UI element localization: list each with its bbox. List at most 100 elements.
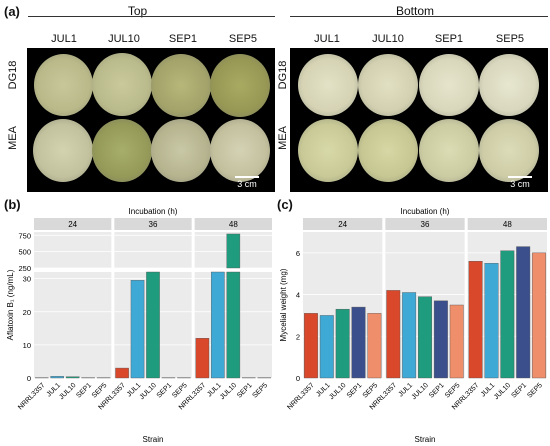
bar bbox=[146, 271, 160, 379]
bar bbox=[386, 290, 401, 379]
facet-strip bbox=[467, 218, 547, 230]
panel-a-label: (a) bbox=[4, 4, 20, 19]
bar bbox=[115, 367, 129, 379]
culture-dish bbox=[151, 119, 211, 182]
y-tick-label: 20 bbox=[23, 308, 31, 317]
bar bbox=[449, 304, 464, 379]
culture-dish bbox=[358, 54, 418, 116]
aflatoxin-chart: Incubation (h) 24 36 48 0 10 20 30 250 500 750 Afla… bbox=[6, 207, 272, 444]
row-label-top: DG18 bbox=[7, 60, 19, 90]
row-label-bottom: DG18 bbox=[277, 60, 289, 90]
x-tick-label: SEP1 bbox=[510, 382, 528, 400]
top-view-photo: 3 cm bbox=[27, 48, 275, 192]
culture-dish bbox=[151, 54, 211, 117]
facet-strip bbox=[194, 218, 272, 230]
facet-label: 24 bbox=[68, 220, 77, 229]
facet-strip bbox=[385, 218, 465, 230]
bar bbox=[65, 376, 80, 379]
bar bbox=[195, 338, 210, 379]
y-tick-label: 10 bbox=[23, 341, 31, 350]
facet-label: 48 bbox=[503, 220, 512, 229]
bar bbox=[226, 271, 241, 379]
bar bbox=[402, 292, 417, 379]
x-tick-label: SEP1 bbox=[346, 382, 364, 400]
y-tick-label: 250 bbox=[18, 264, 31, 273]
x-tick-label: SEP5 bbox=[252, 382, 270, 400]
col-label-bottom: JUL10 bbox=[372, 33, 404, 45]
y-tick-label: 30 bbox=[23, 275, 31, 284]
facet-strip bbox=[34, 218, 112, 230]
culture-dish bbox=[210, 119, 270, 182]
bar bbox=[433, 300, 448, 379]
x-tick-label: NRRL3357 bbox=[286, 382, 316, 412]
col-label-bottom: JUL1 bbox=[314, 33, 340, 45]
culture-dish bbox=[92, 53, 152, 116]
x-tick-label: SEP5 bbox=[362, 382, 380, 400]
x-tick-label: SEP5 bbox=[444, 382, 462, 400]
bar bbox=[303, 313, 318, 379]
scale-bar: 3 cm bbox=[227, 176, 267, 189]
panel-background bbox=[34, 272, 112, 378]
scale-line bbox=[508, 176, 532, 178]
bar bbox=[335, 308, 350, 379]
x-tick-label: SEP1 bbox=[236, 382, 254, 400]
top-title-rule bbox=[28, 16, 275, 17]
x-axis-label: Strain bbox=[143, 435, 164, 444]
col-label-top: JUL1 bbox=[51, 33, 77, 45]
culture-dish bbox=[298, 54, 358, 116]
x-tick-label: JUL10 bbox=[493, 382, 512, 401]
bar bbox=[351, 306, 366, 379]
scale-line bbox=[235, 176, 259, 178]
x-axis-label: Strain bbox=[415, 435, 436, 444]
scale-label: 3 cm bbox=[237, 179, 257, 189]
facet-strip bbox=[114, 218, 192, 230]
culture-dish bbox=[419, 54, 479, 116]
scale-bar: 3 cm bbox=[500, 176, 540, 189]
x-tick-label: SEP1 bbox=[156, 382, 174, 400]
x-tick-label: SEP5 bbox=[526, 382, 544, 400]
culture-dish bbox=[419, 119, 479, 182]
y-tick-label: 6 bbox=[296, 249, 300, 258]
y-tick-label: 0 bbox=[27, 374, 31, 383]
bottom-title: Bottom bbox=[395, 4, 434, 18]
facet-title: Incubation (h) bbox=[129, 207, 178, 216]
facet-title: Incubation (h) bbox=[401, 207, 450, 216]
bar bbox=[367, 313, 382, 379]
bar bbox=[319, 315, 334, 379]
bottom-title-rule bbox=[290, 16, 548, 17]
col-label-top: SEP5 bbox=[228, 33, 258, 45]
y-tick-label: 4 bbox=[296, 291, 300, 300]
x-tick-label: JUL10 bbox=[139, 382, 158, 401]
bar bbox=[418, 296, 432, 379]
y-tick-label: 0 bbox=[296, 374, 300, 383]
col-label-top: JUL10 bbox=[108, 33, 140, 45]
row-label-bottom: MEA bbox=[277, 126, 289, 150]
bar bbox=[484, 263, 499, 379]
bar bbox=[211, 271, 225, 379]
panel-background bbox=[34, 232, 112, 268]
bar bbox=[500, 250, 515, 379]
facet-label: 24 bbox=[338, 220, 347, 229]
x-tick-label: NRRL3357 bbox=[17, 382, 47, 412]
col-label-top: SEP1 bbox=[168, 33, 198, 45]
x-tick-label: JUL10 bbox=[58, 382, 77, 401]
culture-dish bbox=[298, 119, 358, 182]
culture-dish bbox=[479, 119, 539, 182]
x-tick-label: JUL10 bbox=[411, 382, 430, 401]
bar bbox=[516, 246, 531, 379]
y-axis-label: Mycelial weight (mg) bbox=[279, 268, 288, 341]
facet-label: 36 bbox=[149, 220, 158, 229]
panel-background bbox=[114, 232, 192, 268]
y-axis-label: Aflatoxin B₁ (ng/mL) bbox=[6, 269, 15, 340]
panel-b-label: (b) bbox=[4, 197, 21, 212]
culture-dish bbox=[92, 119, 152, 182]
culture-dish bbox=[479, 54, 539, 116]
culture-dish bbox=[210, 54, 270, 117]
x-tick-label: JUL10 bbox=[328, 382, 347, 401]
col-label-bottom: SEP1 bbox=[434, 33, 464, 45]
culture-dish bbox=[34, 54, 93, 116]
bar bbox=[468, 261, 483, 379]
x-tick-label: SEP1 bbox=[428, 382, 446, 400]
facet-strip bbox=[303, 218, 383, 230]
